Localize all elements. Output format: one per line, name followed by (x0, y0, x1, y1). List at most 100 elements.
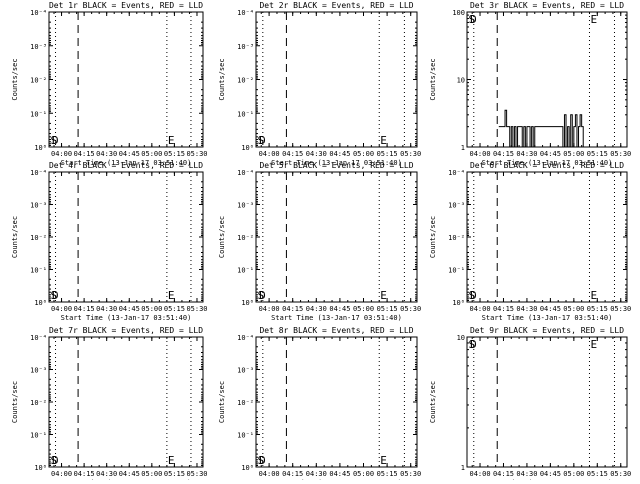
event-marker-s: S (51, 454, 58, 467)
y-axis-label: Counts/sec (11, 381, 19, 423)
y-tick-label: 10⁻² (30, 399, 47, 407)
x-tick-label: 05:00 (141, 305, 162, 313)
event-marker-e: E (590, 13, 597, 26)
plot-frame (48, 171, 204, 303)
event-marker-d: D (259, 134, 266, 147)
event-marker-d: D (52, 289, 59, 302)
y-tick-label: 10⁻⁴ (237, 9, 254, 17)
y-tick-label: 10⁻¹ (237, 432, 254, 440)
x-tick-label: 05:00 (563, 305, 584, 313)
x-tick-label: 05:00 (353, 305, 374, 313)
event-marker-d: D (52, 134, 59, 147)
x-tick-label: 04:15 (74, 150, 95, 158)
x-tick-label: 05:15 (377, 150, 398, 158)
y-axis-label: Counts/sec (218, 381, 226, 423)
x-axis-label: Start Time (13-Jan-17 03:51:40) (271, 159, 402, 167)
y-tick-label: 10⁻² (237, 399, 254, 407)
x-tick-label: 05:15 (587, 150, 608, 158)
x-tick-label: 04:00 (259, 305, 280, 313)
y-tick-label: 10⁻³ (30, 202, 47, 210)
plot-frame (255, 171, 418, 303)
y-axis-label: Counts/sec (11, 58, 19, 100)
y-tick-label: 10⁻¹ (237, 267, 254, 275)
y-tick-label: 10⁻¹ (237, 110, 254, 118)
y-tick-label: 10⁰ (34, 464, 47, 472)
y-tick-label: 10⁻¹ (30, 267, 47, 275)
y-axis-label: Counts/sec (218, 216, 226, 258)
event-marker-e: E (380, 134, 387, 147)
plot-frame (48, 11, 204, 148)
plot-frame (255, 11, 418, 148)
x-tick-label: 05:00 (141, 470, 162, 478)
y-tick-label: 10⁻³ (448, 202, 465, 210)
x-tick-label: 05:30 (610, 470, 631, 478)
event-marker-s: S (258, 134, 265, 147)
y-tick-label: 10⁻⁴ (237, 334, 254, 342)
x-tick-label: 04:00 (469, 305, 490, 313)
y-tick-label: 10⁻³ (237, 367, 254, 375)
x-tick-label: 04:30 (306, 150, 327, 158)
y-tick-label: 10⁻² (237, 77, 254, 85)
x-tick-label: 05:30 (186, 470, 207, 478)
chart-title: Det 9r BLACK = Events, RED = LLD (470, 326, 624, 335)
x-tick-label: 04:45 (329, 305, 350, 313)
chart-title: Det 2r BLACK = Events, RED = LLD (259, 1, 413, 10)
x-tick-label: 05:30 (400, 150, 421, 158)
event-marker-e: E (380, 289, 387, 302)
x-tick-label: 05:00 (563, 470, 584, 478)
event-marker-s: S (258, 454, 265, 467)
event-marker-e: E (590, 338, 597, 351)
x-tick-label: 04:00 (259, 470, 280, 478)
x-tick-label: 04:30 (96, 150, 117, 158)
x-tick-label: 04:15 (493, 305, 514, 313)
x-tick-label: 04:45 (119, 470, 140, 478)
x-tick-label: 04:15 (74, 470, 95, 478)
event-marker-d: D (259, 454, 266, 467)
y-tick-label: 10⁻⁴ (237, 169, 254, 177)
x-tick-label: 05:30 (610, 305, 631, 313)
plot-frame (255, 336, 418, 468)
x-axis-label: Start Time (13-Jan-17 03:51:40) (482, 159, 613, 167)
y-tick-label: 10⁻¹ (30, 432, 47, 440)
y-tick-label: 10⁰ (452, 299, 465, 307)
chart-title: Det 7r BLACK = Events, RED = LLD (49, 326, 203, 335)
event-marker-s: S (469, 338, 476, 351)
event-marker-e: E (168, 289, 175, 302)
y-tick-label: 10⁻¹ (448, 267, 465, 275)
x-tick-label: 05:00 (353, 150, 374, 158)
y-tick-label: 10⁻⁴ (448, 169, 465, 177)
x-tick-label: 05:15 (164, 150, 185, 158)
x-axis-label: Start Time (13-Jan-17 03:51:40) (61, 159, 192, 167)
event-marker-d: D (470, 338, 477, 351)
x-tick-label: 04:30 (516, 305, 537, 313)
event-marker-d: D (259, 289, 266, 302)
x-tick-label: 05:15 (377, 305, 398, 313)
x-tick-label: 05:30 (400, 305, 421, 313)
chart-title: Det 6r BLACK = Events, RED = LLD (470, 161, 624, 170)
chart-title: Det 8r BLACK = Events, RED = LLD (259, 326, 413, 335)
x-tick-label: 05:15 (377, 470, 398, 478)
x-tick-label: 04:30 (306, 470, 327, 478)
x-tick-label: 04:00 (469, 470, 490, 478)
event-rate-series (498, 109, 584, 148)
y-tick-label: 10⁻² (448, 234, 465, 242)
y-tick-label: 10 (457, 334, 465, 342)
y-axis-label: Counts/sec (11, 216, 19, 258)
y-tick-label: 10⁻² (30, 234, 47, 242)
plot-frame (48, 336, 204, 468)
x-tick-label: 04:15 (282, 305, 303, 313)
x-tick-label: 04:30 (96, 470, 117, 478)
event-marker-s: S (469, 13, 476, 26)
y-tick-label: 10⁰ (241, 144, 254, 152)
y-axis-label: Counts/sec (218, 58, 226, 100)
chart-panel: Det 8r BLACK = Events, RED = LLD 04:00 04:… (218, 326, 421, 484)
x-tick-label: 05:30 (400, 470, 421, 478)
